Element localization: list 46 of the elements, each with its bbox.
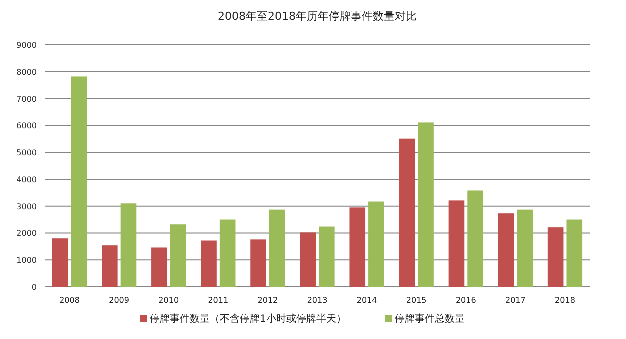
chart-title: 2008年至2018年历年停牌事件数量对比 [218,10,417,23]
legend-label: 停牌事件数量（不含停牌1小时或停牌半天） [150,313,346,325]
bar [170,224,186,287]
y-tick-label: 3000 [16,202,37,212]
x-tick-label: 2008 [60,296,80,305]
x-tick-label: 2015 [406,296,427,305]
y-tick-label: 1000 [16,256,37,266]
y-tick-label: 9000 [16,41,37,50]
bar [548,228,564,287]
x-tick-label: 2014 [356,296,378,305]
bar [120,204,137,287]
bar [152,248,168,287]
bar [250,240,266,287]
bar [399,138,416,287]
bar [269,210,286,287]
x-tick-label: 2018 [555,296,576,305]
legend-label: 停牌事件总数量 [395,313,465,325]
bar [300,232,316,287]
bar [319,226,335,287]
x-tick-label: 2017 [506,296,526,305]
y-tick-label: 0 [32,283,37,292]
bar [220,220,236,287]
bar [368,202,384,287]
y-tick-label: 6000 [16,122,37,131]
y-tick-label: 4000 [16,175,37,184]
bar [418,122,434,287]
x-tick-label: 2016 [456,296,476,305]
bar [201,240,217,287]
bar [448,200,465,287]
y-tick-label: 5000 [16,148,37,158]
x-tick-label: 2010 [158,296,180,305]
bar [71,76,88,287]
bar [102,246,118,287]
bar [566,220,583,287]
bar [517,210,534,287]
y-tick-label: 8000 [16,68,37,77]
x-tick-label: 2011 [208,296,229,305]
x-tick-label: 2012 [258,296,278,305]
y-tick-label: 7000 [16,94,37,104]
bar [468,190,484,287]
bar [52,238,68,287]
x-tick-label: 2009 [109,296,130,305]
y-tick-label: 2000 [16,229,37,238]
x-tick-label: 2013 [307,296,328,305]
bar [498,214,514,287]
bar [350,208,366,287]
